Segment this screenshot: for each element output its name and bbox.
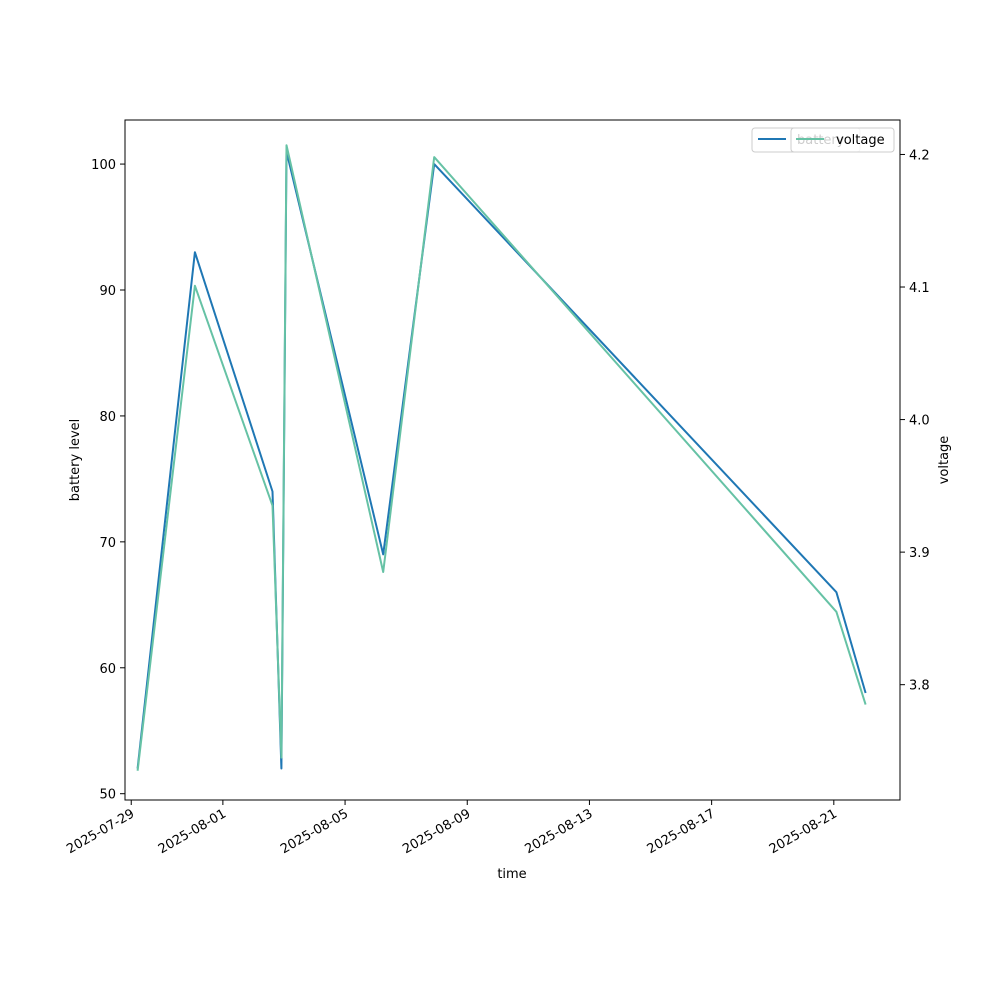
legend-voltage-box	[790, 127, 895, 153]
y-axis-title: battery level	[68, 419, 83, 502]
legend-voltage-label: voltage	[836, 133, 885, 148]
series-layer	[136, 144, 867, 771]
y-tick-label: 80	[99, 410, 116, 425]
x-axis-title: time	[497, 867, 526, 882]
y2-axis-title: voltage	[937, 436, 952, 485]
y2-tick-label: 4.2	[909, 148, 930, 163]
y2-tick-label: 3.8	[909, 679, 930, 694]
y-tick-label: 60	[99, 662, 116, 677]
legend-voltage: voltage	[790, 127, 895, 153]
y2-tick-label: 3.9	[909, 546, 930, 561]
y-tick-label: 50	[99, 788, 116, 803]
series-line-voltage	[136, 144, 867, 771]
y2-tick-label: 4.1	[909, 281, 930, 296]
y-tick-label: 70	[99, 536, 116, 551]
y-tick-label: 90	[99, 284, 116, 299]
y-axis-right: 3.8 3.9 4.0 4.1 4.2	[900, 148, 930, 694]
y-axis-left: 50 60 70 80 90 100	[91, 158, 125, 803]
y2-tick-label: 4.0	[909, 414, 930, 429]
y-tick-label: 100	[91, 158, 116, 173]
plot-frame	[124, 119, 901, 801]
